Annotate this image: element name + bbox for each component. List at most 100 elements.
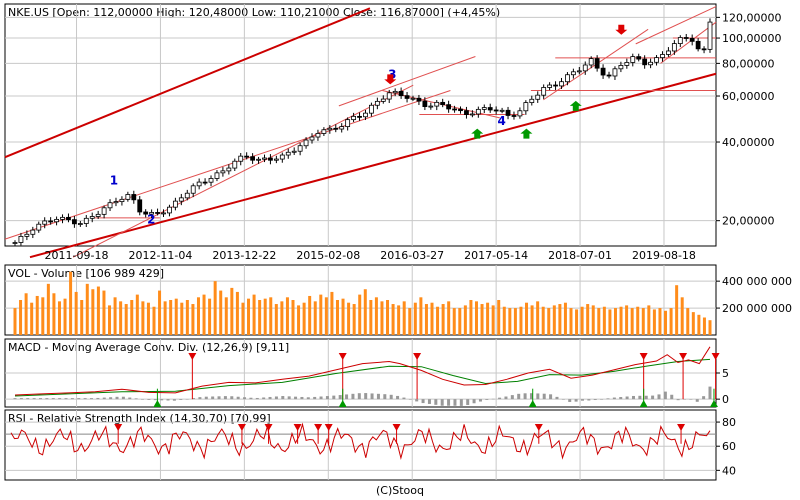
macd-histogram-bar (440, 399, 444, 406)
candle-body (95, 213, 101, 217)
macd-histogram-bar (574, 399, 578, 402)
volume-bar (625, 305, 629, 335)
rsi-tick-label: 60 (722, 440, 736, 453)
macd-histogram-bar (128, 397, 132, 400)
candle-body (101, 207, 107, 215)
volume-bar (302, 302, 306, 335)
volume-bar (613, 308, 617, 335)
candle-body (499, 109, 505, 112)
macd-histogram-bar (568, 399, 572, 402)
volume-bar (597, 308, 601, 335)
volume-bar (647, 305, 651, 335)
candle-body (428, 105, 434, 108)
wave-label: 1 (110, 174, 118, 188)
macd-histogram-bar (166, 399, 170, 401)
macd-histogram-bar (306, 397, 310, 400)
volume-bar (486, 302, 490, 335)
footer-copyright: (C)Stooq (376, 484, 424, 497)
volume-bar (408, 308, 412, 335)
x-tick-label: 2019-08-18 (632, 249, 696, 262)
volume-bar (280, 301, 284, 335)
candle-body (654, 57, 659, 63)
rsi-panel-title: RSI - Relative Strength Index (14,30,70)… (8, 412, 271, 425)
macd-histogram-bar (389, 394, 393, 400)
rsi-sell-marker-icon (114, 424, 123, 431)
volume-bar (130, 300, 134, 335)
price-tick-label: 120,00000 (722, 11, 782, 24)
candle-body (30, 229, 36, 235)
volume-bar (686, 308, 690, 335)
macd-sell-marker-icon (413, 353, 422, 360)
volume-bar (13, 308, 17, 335)
buy-arrow-icon (520, 128, 533, 139)
macd-histogram-bar (663, 391, 667, 400)
macd-histogram-bar (498, 397, 502, 400)
macd-histogram-bar (268, 396, 272, 400)
candle-body (630, 56, 636, 63)
volume-bar (558, 304, 562, 335)
volume-bar (185, 300, 189, 335)
macd-histogram-bar (294, 396, 298, 400)
macd-histogram-bar (402, 397, 406, 400)
volume-bar (664, 310, 668, 335)
candle-body (172, 200, 178, 208)
volume-bar (235, 291, 239, 335)
rsi-sell-marker-icon (314, 424, 323, 431)
volume-bar (324, 297, 328, 335)
candle-body (161, 212, 166, 215)
macd-buy-marker-icon (709, 400, 718, 407)
volume-bar (41, 297, 45, 335)
volume-bar (291, 300, 295, 335)
macd-histogram-bar (466, 399, 470, 405)
macd-histogram-bar (115, 396, 119, 400)
macd-histogram-bar (612, 397, 616, 400)
volume-bar (119, 301, 123, 335)
rsi-sell-marker-icon (264, 424, 273, 431)
volume-bar (458, 308, 462, 335)
volume-bar (180, 302, 184, 335)
candle-body (220, 170, 226, 174)
volume-tick-label: 200 000 000 (722, 302, 792, 315)
volume-bar (469, 300, 473, 335)
rsi-sell-marker-icon (677, 424, 686, 431)
candle-body (452, 108, 457, 111)
volume-bar (141, 301, 145, 335)
buy-arrow-icon (569, 100, 582, 111)
volume-bar (258, 300, 262, 335)
macd-histogram-bar (587, 399, 591, 401)
macd-histogram-bar (83, 398, 87, 400)
candle-body (77, 223, 83, 225)
macd-histogram-bar (702, 396, 706, 400)
volume-bar (297, 305, 301, 335)
candle-body (315, 133, 321, 138)
volume-bar (424, 304, 428, 335)
volume-bar (252, 294, 256, 335)
price-tick-label: 100,00000 (722, 32, 782, 45)
volume-bar (108, 305, 112, 335)
candle-body (113, 201, 119, 204)
macd-histogram-bar (109, 397, 113, 400)
candle-body (232, 160, 238, 169)
x-tick-label: 2012-11-04 (128, 249, 192, 262)
volume-bar (430, 302, 434, 335)
volume-bar (247, 298, 251, 335)
macd-histogram-bar (77, 398, 81, 400)
candle-body (594, 58, 600, 69)
price-tick-label: 80,00000 (722, 57, 775, 70)
macd-histogram-bar (134, 398, 138, 400)
candle-body (410, 97, 416, 100)
volume-bar (586, 304, 590, 335)
price-panel: NKE.US [Open: 112,00000 High: 120,48000 … (4, 3, 782, 259)
volume-bar (124, 304, 128, 335)
candle-body (214, 172, 220, 179)
trend-line (4, 7, 371, 159)
macd-histogram-bar (185, 398, 189, 400)
macd-sell-marker-icon (679, 353, 688, 360)
macd-histogram-bar (102, 397, 106, 400)
candle-body (677, 37, 683, 44)
macd-histogram-bar (332, 395, 336, 400)
rsi-sell-marker-icon (324, 424, 333, 431)
macd-signal-line (14, 358, 711, 397)
candle-body (511, 115, 517, 117)
volume-bar (80, 300, 84, 335)
